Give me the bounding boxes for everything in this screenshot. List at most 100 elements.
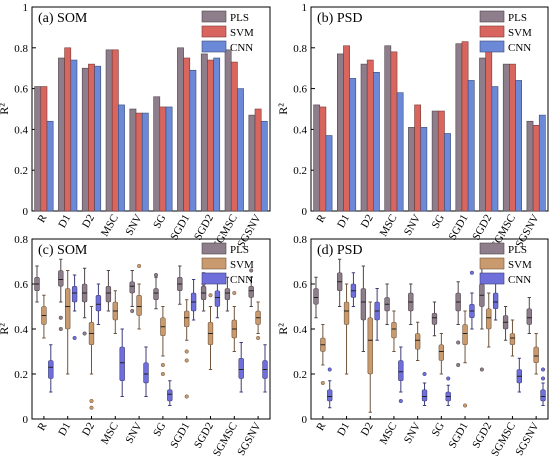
legend-swatch-pls	[479, 10, 505, 23]
box-outlier	[456, 340, 461, 345]
bar-pls	[502, 63, 510, 212]
y-tick-label: 0.2	[14, 165, 28, 177]
legend-swatch-pls	[479, 242, 505, 255]
bar-cnn	[444, 133, 451, 212]
box-pls	[502, 306, 509, 341]
bar-svm	[390, 51, 398, 212]
bar-pls	[129, 108, 137, 212]
box-body	[48, 360, 54, 379]
x-tick-label: SGD2	[470, 213, 494, 243]
box-outlier	[130, 308, 135, 314]
box-outlier	[72, 335, 77, 341]
bar-svm	[414, 104, 422, 212]
box-cnn	[143, 346, 149, 397]
box-pls	[384, 283, 390, 325]
box-body	[509, 333, 516, 346]
legend-label-svm: SVM	[508, 259, 532, 271]
x-tick-label: SNV	[402, 420, 423, 445]
box-svm	[414, 321, 421, 361]
bar-pls	[105, 49, 113, 212]
legend-label-pls: PLS	[230, 12, 249, 24]
box-pls	[153, 272, 159, 310]
x-tick-label: D1	[56, 213, 73, 231]
x-tick-label: SG	[430, 212, 447, 230]
y-tick-label: 0	[23, 414, 29, 426]
box-pls	[177, 265, 183, 305]
bar-svm	[461, 41, 469, 212]
y-tick-label: 0.4	[293, 124, 307, 136]
box-cnn	[516, 357, 522, 393]
bar-cnn	[141, 112, 149, 212]
legend-label-pls: PLS	[508, 244, 527, 256]
bar-pls	[313, 104, 321, 212]
box-body	[129, 281, 135, 294]
box-pls	[81, 267, 88, 336]
x-tick-label: MSC	[378, 213, 400, 239]
box-outlier	[184, 358, 189, 363]
bar-pls	[177, 47, 184, 212]
legend-swatch-pls	[201, 242, 227, 255]
box-outlier	[540, 367, 546, 372]
x-tick-label: MSC	[378, 421, 400, 447]
bar-cnn	[538, 114, 546, 212]
box-body	[95, 294, 102, 312]
box-body	[421, 389, 428, 402]
legend-label-pls: PLS	[230, 244, 249, 256]
box-body	[462, 324, 468, 346]
bar-cnn	[373, 71, 380, 212]
box-outlier	[184, 394, 189, 399]
plot-frame	[310, 6, 549, 212]
box-svm	[320, 324, 326, 386]
bar-svm	[366, 59, 374, 212]
bar-svm	[230, 61, 238, 212]
x-tick-label: SGD2	[192, 421, 216, 451]
box-cnn	[469, 270, 475, 330]
box-svm	[255, 301, 261, 341]
x-tick-label: SNV	[123, 212, 144, 237]
legend-swatch-cnn	[479, 40, 505, 53]
bar-svm	[111, 49, 119, 212]
legend: PLS SVM CNN	[201, 242, 254, 286]
box-cnn	[262, 344, 268, 393]
box-outlier	[446, 376, 451, 381]
box-body	[58, 270, 64, 287]
x-tick-label: SNV	[123, 420, 144, 445]
x-tick-label: SGSNV	[235, 420, 263, 456]
box-outlier	[89, 405, 94, 410]
x-tick-label: D2	[359, 213, 376, 231]
box-svm	[136, 263, 142, 330]
box-outlier	[327, 367, 332, 372]
bar-cnn	[46, 120, 54, 212]
bar-cnn	[94, 65, 102, 212]
bar-svm	[207, 59, 214, 212]
legend: PLS SVM CNN	[479, 10, 532, 54]
legend-swatch-svm	[201, 25, 227, 38]
box-body	[136, 294, 142, 316]
box-pls	[337, 258, 343, 307]
y-tick-label: 0.2	[293, 165, 307, 177]
box-outlier	[256, 335, 261, 341]
box-outlier	[320, 380, 325, 386]
box-cnn	[421, 371, 428, 406]
box-svm	[367, 301, 373, 413]
box-body	[65, 288, 71, 330]
bar-cnn	[237, 88, 244, 212]
x-tick-label: D2	[359, 421, 376, 439]
y-tick-label: 0.2	[293, 369, 307, 381]
box-outlier	[89, 398, 94, 404]
x-tick-label: SNV	[402, 212, 423, 237]
box-body	[327, 389, 333, 402]
x-tick-label: D1	[335, 213, 352, 231]
bar-cnn	[325, 135, 333, 212]
box-body	[153, 288, 159, 301]
box-cnn	[350, 272, 357, 307]
x-tick-label: MSC	[99, 213, 121, 239]
y-tick-label: 0.8	[14, 234, 28, 246]
legend-swatch-cnn	[201, 272, 227, 285]
box-body	[398, 360, 404, 382]
box-body	[360, 288, 367, 321]
box-cnn	[327, 367, 333, 409]
box-svm	[112, 290, 118, 334]
y-tick-label: 0.8	[293, 43, 307, 55]
